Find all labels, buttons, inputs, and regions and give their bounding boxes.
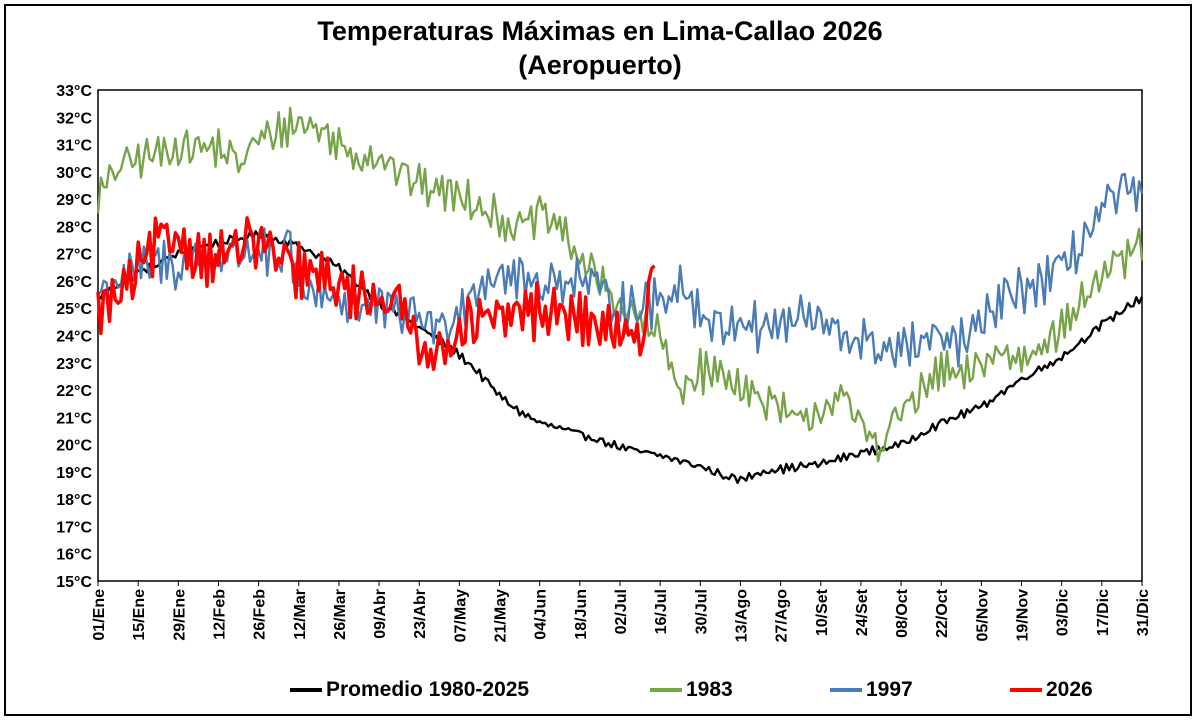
y-tick-label: 22°C [56,383,92,400]
x-tick-label: 02/Jul [613,589,630,634]
legend-label-1983: 1983 [686,678,733,701]
legend-label-2026: 2026 [1046,678,1093,701]
y-tick-label: 28°C [56,219,92,236]
y-tick-label: 32°C [56,110,92,127]
chart-title: Temperaturas Máximas en Lima-Callao 2026 [317,16,883,46]
x-tick-label: 12/Feb [211,589,228,640]
legend-swatch-promedio [290,688,322,692]
x-tick-label: 09/Abr [372,589,389,639]
legend-label-promedio: Promedio 1980-2025 [326,678,530,701]
x-tick-label: 01/Ene [91,589,108,641]
x-tick-label: 13/Ago [733,589,750,643]
x-tick-label: 17/Dic [1095,589,1112,636]
y-tick-label: 24°C [56,329,92,346]
legend-swatch-1983 [650,688,682,692]
axes-layer: 15°C 16°C 17°C 18°C 19°C 20°C 21°C 22°C 23°C 24°C… [56,83,1152,642]
chart-title-block: Temperaturas Máximas en Lima-Callao 2026… [0,14,1200,82]
y-tick-label: 16°C [56,547,92,564]
x-tick-label: 27/Ago [774,589,791,643]
x-tick-label: 05/Nov [974,589,991,642]
legend-item-1997: 1997 [830,675,913,705]
x-tick-label: 15/Ene [131,589,148,641]
x-tick-label: 19/Nov [1015,589,1032,642]
x-tick-label: 04/Jun [533,589,550,640]
y-tick-label: 30°C [56,165,92,182]
x-tick-label: 30/Jul [693,589,710,634]
series-line-2026 [96,216,656,372]
series-layer [96,106,1144,485]
legend-item-1983: 1983 [650,675,733,705]
x-tick-label: 12/Mar [292,589,309,640]
x-tick-label: 18/Jun [573,589,590,640]
legend-swatch-1997 [830,688,862,692]
chart-subtitle: (Aeropuerto) [518,50,682,80]
x-tick-label: 16/Jul [653,589,670,634]
y-tick-label: 26°C [56,274,92,291]
x-tick-label: 26/Mar [332,589,349,640]
y-tick-label: 20°C [56,438,92,455]
y-tick-label: 21°C [56,410,92,427]
y-tick-label: 25°C [56,301,92,318]
x-tick-label: 07/May [452,589,469,642]
x-tick-label: 29/Ene [171,589,188,641]
legend-swatch-2026 [1010,688,1042,692]
series-line-1983 [96,106,1144,463]
y-tick-label: 33°C [56,83,92,100]
legend-item-2026: 2026 [1010,675,1093,705]
y-tick-label: 17°C [56,519,92,536]
x-tick-label: 24/Set [854,588,871,636]
x-tick-label: 08/Oct [894,588,911,638]
y-tick-label: 19°C [56,465,92,482]
legend-label-1997: 1997 [866,678,913,701]
chart-frame [4,4,1192,716]
y-tick-label: 27°C [56,247,92,264]
y-tick-label: 31°C [56,138,92,155]
y-tick-label: 29°C [56,192,92,209]
x-tick-label: 31/Dic [1135,589,1152,636]
legend: Promedio 1980-2025 1983 1997 2026 [0,675,1200,705]
x-tick-label: 10/Set [814,588,831,636]
y-tick-label: 15°C [56,574,92,591]
x-tick-label: 23/Abr [412,589,429,639]
x-tick-label: 22/Oct [934,588,951,638]
y-tick-label: 23°C [56,356,92,373]
y-tick-label: 18°C [56,492,92,509]
x-tick-label: 03/Dic [1055,589,1072,636]
x-tick-label: 21/May [493,589,510,642]
x-tick-label: 26/Feb [252,589,269,640]
legend-item-promedio: Promedio 1980-2025 [290,675,529,705]
